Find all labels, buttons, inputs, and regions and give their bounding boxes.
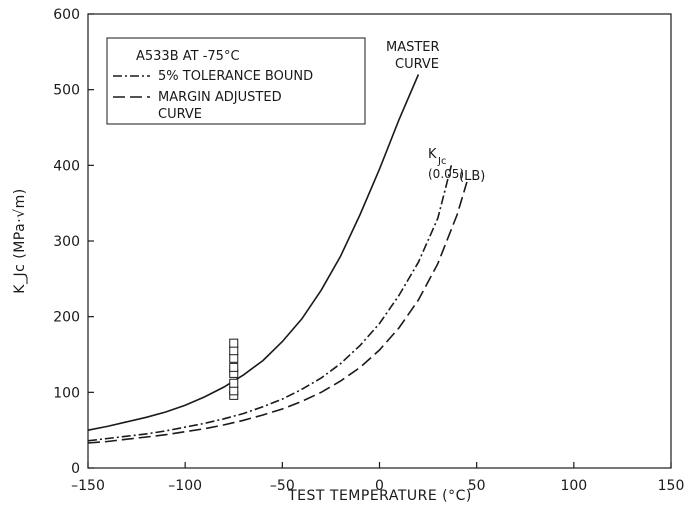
master-curve-label-line2: CURVE [395,57,439,72]
series-line-master-curve [87,74,420,431]
data-point-marker [229,353,239,363]
x-tick-label: 50 [468,478,486,494]
x-tick-label: 150 [658,478,685,494]
legend-title: A533B AT -75°C [136,49,240,64]
legend-label-margin: MARGIN ADJUSTED [158,90,282,105]
x-tick-label: 100 [560,478,587,494]
data-point-marker [229,386,239,396]
x-axis-title: TEST TEMPERATURE (°C) [287,488,472,504]
series-line-5-tolerance-bound [87,165,453,442]
legend-label-tolerance: 5% TOLERANCE BOUND [158,69,313,84]
x-tick-label: 0 [375,478,384,494]
y-tick-label: 400 [53,158,80,174]
x-tick-label: –50 [270,478,295,494]
y-tick-label: 300 [53,234,80,250]
master-curve-label-line1: MASTER [386,40,440,55]
y-axis-title: K_Jc (MPa·√m) [12,188,28,293]
plot-curves [87,74,468,444]
x-axis: –150 –100 –50 0 50 100 150 [71,462,684,494]
y-tick-label: 500 [53,83,80,99]
tolerance-label: (0.05) [428,167,464,181]
kjc-label-subscript: Jc [437,156,446,167]
x-tick-label: –100 [168,478,202,494]
series-line-margin-adjusted-curve [87,181,468,444]
plot-markers [229,338,239,400]
y-axis: 0 100 200 300 400 500 600 [53,7,94,477]
y-tick-label: 600 [53,7,80,23]
data-point-marker [229,378,239,388]
y-tick-label: 100 [53,385,80,401]
y-tick-label: 0 [71,461,80,477]
legend-label-margin-line2: CURVE [158,107,202,122]
data-point-marker [229,338,239,348]
data-point-marker [229,346,239,356]
data-point-marker [229,362,239,372]
kjc-label: K [428,147,437,162]
y-axis-title-text: K_Jc (MPa·√m) [12,188,28,293]
y-tick-label: 200 [53,310,80,326]
legend-box [106,37,366,125]
lower-bound-label: (LB) [459,169,485,184]
legend: A533B AT -75°C 5% TOLERANCE BOUND MARGIN… [106,37,366,125]
x-tick-label: –150 [71,478,105,494]
